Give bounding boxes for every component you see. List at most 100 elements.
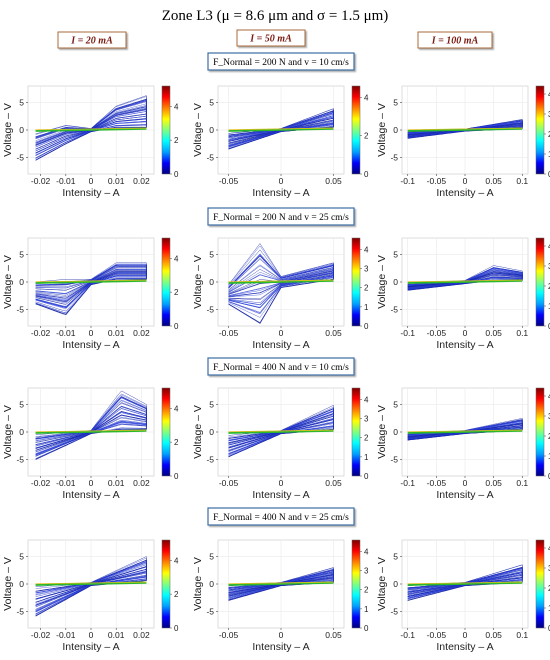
- baseline-series: [228, 279, 334, 284]
- row-header-3: F_Normal = 400 N and v = 10 cm/s: [207, 357, 355, 376]
- y-tick-label: 5: [19, 98, 24, 108]
- column-header-2: I = 50 mA: [236, 29, 306, 47]
- colorbar: [535, 539, 545, 629]
- colorbar-tick-label: 2: [548, 282, 550, 291]
- x-axis-label: Intensity – A: [62, 489, 119, 501]
- series-curve: [35, 262, 147, 315]
- baseline-series-upper: [407, 429, 523, 433]
- x-tick-label: -0.02: [31, 630, 51, 640]
- y-tick-label: 0: [393, 427, 398, 437]
- x-tick-label: 0.1: [516, 176, 528, 186]
- x-tick-label: -0.01: [56, 328, 76, 338]
- colorbar-tick-label: 0: [364, 322, 369, 331]
- panel-r3c1: -0.02 -0.01 0 0.01 0.02 -5 0 5 Intensity – A Volt…: [2, 387, 179, 501]
- x-tick-label: 0.05: [485, 630, 502, 640]
- colorbar: [535, 85, 545, 175]
- y-tick-label: -5: [16, 153, 24, 163]
- panel-r4c2: -0.05 0 0.05 -5 0 5 Intensity – A Voltage – V 0 1…: [192, 539, 369, 653]
- y-tick-label: 5: [393, 552, 398, 562]
- colorbar-tick-label: 0: [548, 322, 550, 331]
- x-tick-label: 0: [279, 328, 284, 338]
- baseline-series-upper: [407, 279, 523, 283]
- y-tick-label: 5: [209, 552, 214, 562]
- y-tick-label: -5: [390, 305, 398, 315]
- y-tick-label: -5: [390, 153, 398, 163]
- x-tick-label: 0: [89, 630, 94, 640]
- baseline-series: [228, 429, 334, 434]
- colorbar-tick-label: 4: [548, 90, 550, 99]
- colorbar-tick-label: 1: [548, 452, 550, 461]
- baseline-series-upper: [407, 581, 523, 585]
- colorbar-tick-label: 0: [174, 624, 179, 633]
- y-axis-label: Voltage – V: [2, 255, 14, 309]
- baseline-series: [407, 581, 523, 586]
- baseline-series-upper: [228, 429, 334, 433]
- colorbar-tick-label: 2: [174, 288, 179, 297]
- y-axis-label: Voltage – V: [192, 557, 204, 611]
- panel-r2c2: -0.05 0 0.05 -5 0 5 Intensity – A Voltage – V 0 1…: [192, 237, 369, 351]
- x-axis-label: Intensity – A: [252, 187, 309, 199]
- x-tick-label: 0: [89, 176, 94, 186]
- y-tick-label: 5: [393, 250, 398, 260]
- x-tick-label: 0.02: [133, 630, 150, 640]
- series-curves: [35, 262, 147, 315]
- colorbar: [351, 539, 361, 629]
- x-tick-label: 0.1: [516, 478, 528, 488]
- x-tick-label: 0: [89, 328, 94, 338]
- x-axis-label: Intensity – A: [252, 489, 309, 501]
- panel-r2c3: -0.1 -0.05 0 0.05 0.1 -5 0 5 Intensity – A Voltag…: [376, 237, 550, 351]
- baseline-series: [35, 581, 147, 586]
- y-axis-label: Voltage – V: [192, 103, 204, 157]
- x-tick-label: 0.05: [325, 328, 342, 338]
- x-axis-label: Intensity – A: [62, 339, 119, 351]
- panel-r1c3: -0.1 -0.05 0 0.05 0.1 -5 0 5 Intensity – A Voltag…: [376, 85, 550, 199]
- y-axis-label: Voltage – V: [192, 405, 204, 459]
- y-tick-label: 5: [393, 98, 398, 108]
- y-tick-label: -5: [390, 607, 398, 617]
- x-tick-label: 0.01: [108, 176, 125, 186]
- y-tick-label: 5: [19, 400, 24, 410]
- baseline-series-upper: [35, 581, 147, 585]
- x-tick-label: 0.05: [485, 478, 502, 488]
- colorbar-tick-label: 4: [364, 395, 369, 404]
- x-tick-label: -0.01: [56, 176, 76, 186]
- colorbar: [161, 539, 171, 629]
- colorbar-tick-label: 1: [364, 453, 369, 462]
- x-tick-label: 0.02: [133, 478, 150, 488]
- x-tick-label: -0.05: [427, 630, 447, 640]
- colorbar-tick-label: 1: [548, 302, 550, 311]
- series-curves: [35, 556, 147, 617]
- y-axis-label: Voltage – V: [376, 557, 388, 611]
- y-tick-label: 0: [209, 277, 214, 287]
- colorbar-tick-label: 4: [364, 245, 369, 254]
- y-tick-label: 0: [393, 125, 398, 135]
- baseline-series: [407, 279, 523, 284]
- y-tick-label: 0: [393, 277, 398, 287]
- column-header-1: I = 20 mA: [57, 31, 127, 49]
- y-tick-label: -5: [206, 607, 214, 617]
- y-tick-label: 0: [19, 427, 24, 437]
- x-tick-label: 0.05: [325, 478, 342, 488]
- x-tick-label: 0: [463, 328, 468, 338]
- baseline-series: [228, 127, 334, 132]
- baseline-series: [407, 127, 523, 132]
- y-tick-label: 5: [209, 250, 214, 260]
- baseline-series: [228, 581, 334, 586]
- colorbar-tick-label: 4: [364, 93, 369, 102]
- series-curves: [228, 243, 334, 324]
- colorbar-tick-label: 2: [548, 584, 550, 593]
- baseline-series-upper: [228, 581, 334, 585]
- colorbar-tick-label: 2: [548, 432, 550, 441]
- colorbar-tick-label: 0: [174, 322, 179, 331]
- panel-r4c3: -0.1 -0.05 0 0.05 0.1 -5 0 5 Intensity – A Voltag…: [376, 539, 550, 653]
- x-axis-label: Intensity – A: [436, 187, 493, 199]
- colorbar-tick-label: 2: [364, 284, 369, 293]
- x-tick-label: 0.02: [133, 176, 150, 186]
- colorbar-tick-label: 3: [548, 262, 550, 271]
- figure-title: Zone L3 (μ = 8.6 μm and σ = 1.5 μm): [162, 8, 389, 24]
- colorbar-tick-label: 0: [364, 624, 369, 633]
- baseline-series-upper: [35, 279, 147, 283]
- x-tick-label: -0.1: [400, 328, 415, 338]
- colorbar-tick-label: 1: [548, 604, 550, 613]
